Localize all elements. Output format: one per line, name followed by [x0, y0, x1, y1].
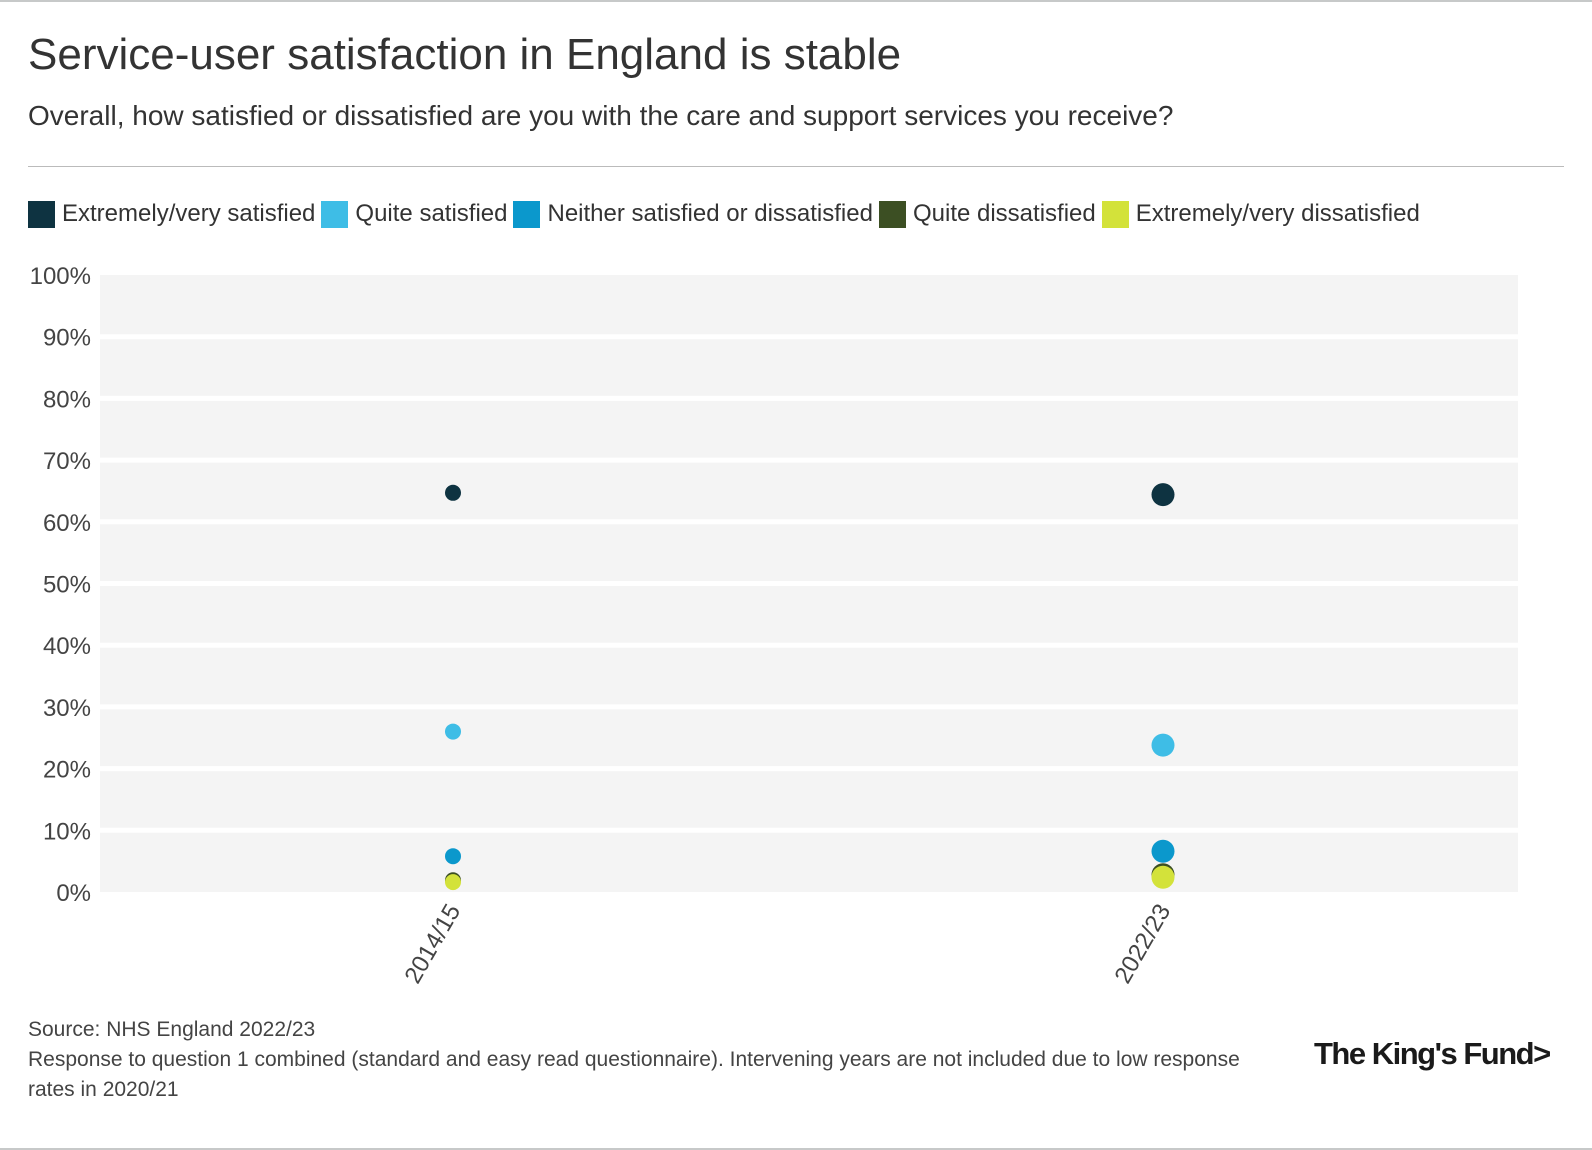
legend-label: Quite satisfied: [355, 200, 508, 227]
legend-label: Extremely/very satisfied: [62, 200, 316, 227]
x-tick-label: 2022/23: [1109, 900, 1176, 989]
legend-label: Quite dissatisfied: [912, 200, 1096, 227]
header-divider: [28, 166, 1564, 167]
y-tick-label: 80%: [43, 386, 91, 413]
legend: Extremely/very satisfied Quite satisfied…: [28, 200, 1426, 228]
y-tick-label: 20%: [43, 757, 91, 784]
data-point: [1151, 733, 1175, 757]
legend-item-quite-dissatisfied[interactable]: Quite dissatisfied: [878, 200, 1096, 228]
legend-swatch: [321, 200, 349, 228]
legend-item-quite-satisfied[interactable]: Quite satisfied: [321, 200, 507, 228]
bottom-border: [0, 1148, 1592, 1150]
y-tick-label: 50%: [43, 572, 91, 599]
data-point: [445, 723, 461, 740]
y-tick-label: 100%: [30, 263, 91, 290]
y-tick-label: 90%: [43, 325, 91, 352]
scatter-chart: 0% 10% 20% 30% 40% 50% 60% 70% 80% 90% 100% 2014/15…: [30, 263, 1518, 989]
data-point: [1151, 839, 1175, 863]
y-tick-label: 40%: [43, 633, 91, 660]
legend-swatch: [1101, 200, 1129, 228]
kings-fund-logo: The King's Fund>: [1314, 1036, 1551, 1071]
source-note: Source: NHS England 2022/23: [28, 1018, 316, 1041]
legend-swatch: [28, 200, 55, 228]
y-tick-label: 10%: [43, 818, 91, 845]
y-tick-label: 0%: [56, 880, 91, 907]
top-border: [0, 0, 1592, 2]
y-tick-label: 70%: [43, 448, 91, 475]
data-point: [1151, 483, 1175, 507]
data-point: [445, 848, 461, 865]
chart-subtitle: Overall, how satisfied or dissatisfied a…: [28, 100, 1174, 131]
methodology-note: Response to question 1 combined (standar…: [28, 1048, 1240, 1101]
legend-swatch: [878, 200, 906, 228]
chart-footer: Source: NHS England 2022/23 Response to …: [28, 1015, 1288, 1105]
x-tick-label: 2014/15: [399, 900, 466, 989]
data-point: [445, 484, 461, 501]
data-point: [1151, 865, 1175, 889]
legend-item-extremely-very-dissatisfied[interactable]: Extremely/very dissatisfied: [1101, 200, 1420, 228]
y-tick-label: 30%: [43, 695, 91, 722]
chart-title: Service-user satisfaction in England is …: [28, 30, 902, 79]
legend-label: Extremely/very dissatisfied: [1135, 200, 1420, 227]
legend-swatch: [513, 200, 541, 228]
legend-item-neither[interactable]: Neither satisfied or dissatisfied: [513, 200, 873, 228]
data-point: [445, 874, 461, 891]
legend-item-extremely-very-satisfied[interactable]: Extremely/very satisfied: [28, 200, 315, 228]
legend-label: Neither satisfied or dissatisfied: [547, 200, 873, 227]
y-tick-label: 60%: [43, 510, 91, 537]
